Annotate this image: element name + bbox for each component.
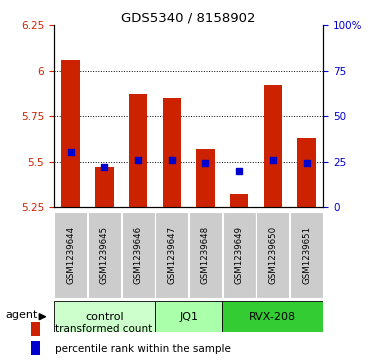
- Bar: [31, 322, 40, 336]
- Text: control: control: [85, 312, 124, 322]
- Point: [303, 160, 310, 166]
- Point: [101, 164, 107, 170]
- Bar: [297, 138, 316, 207]
- Bar: [31, 341, 40, 355]
- Bar: [155, 301, 223, 332]
- Text: percentile rank within the sample: percentile rank within the sample: [55, 344, 230, 354]
- Bar: [264, 85, 282, 207]
- Text: GSM1239648: GSM1239648: [201, 226, 210, 284]
- Bar: [256, 212, 290, 298]
- Point: [169, 157, 175, 163]
- Bar: [95, 167, 114, 207]
- Bar: [88, 212, 121, 298]
- Bar: [189, 212, 222, 298]
- Bar: [129, 94, 147, 207]
- Bar: [155, 212, 188, 298]
- Bar: [223, 212, 256, 298]
- Text: RVX-208: RVX-208: [249, 312, 296, 322]
- Title: GDS5340 / 8158902: GDS5340 / 8158902: [121, 11, 256, 24]
- Text: GSM1239647: GSM1239647: [167, 226, 176, 284]
- Bar: [54, 212, 87, 298]
- Point: [203, 160, 209, 166]
- Bar: [162, 98, 181, 207]
- Text: transformed count: transformed count: [55, 325, 152, 334]
- Bar: [230, 194, 248, 207]
- Text: GSM1239646: GSM1239646: [134, 226, 142, 284]
- Bar: [196, 149, 215, 207]
- Text: GSM1239651: GSM1239651: [302, 226, 311, 284]
- Text: GSM1239649: GSM1239649: [235, 226, 244, 284]
- Bar: [122, 212, 155, 298]
- Bar: [54, 301, 155, 332]
- Point: [236, 168, 242, 174]
- Bar: [62, 60, 80, 207]
- Text: JQ1: JQ1: [179, 312, 198, 322]
- Text: GSM1239650: GSM1239650: [268, 226, 277, 284]
- Bar: [223, 301, 323, 332]
- Bar: [290, 212, 323, 298]
- Point: [270, 157, 276, 163]
- Point: [68, 150, 74, 155]
- Text: GSM1239645: GSM1239645: [100, 226, 109, 284]
- Text: GSM1239644: GSM1239644: [66, 226, 75, 284]
- Point: [135, 157, 141, 163]
- Text: agent: agent: [5, 310, 38, 320]
